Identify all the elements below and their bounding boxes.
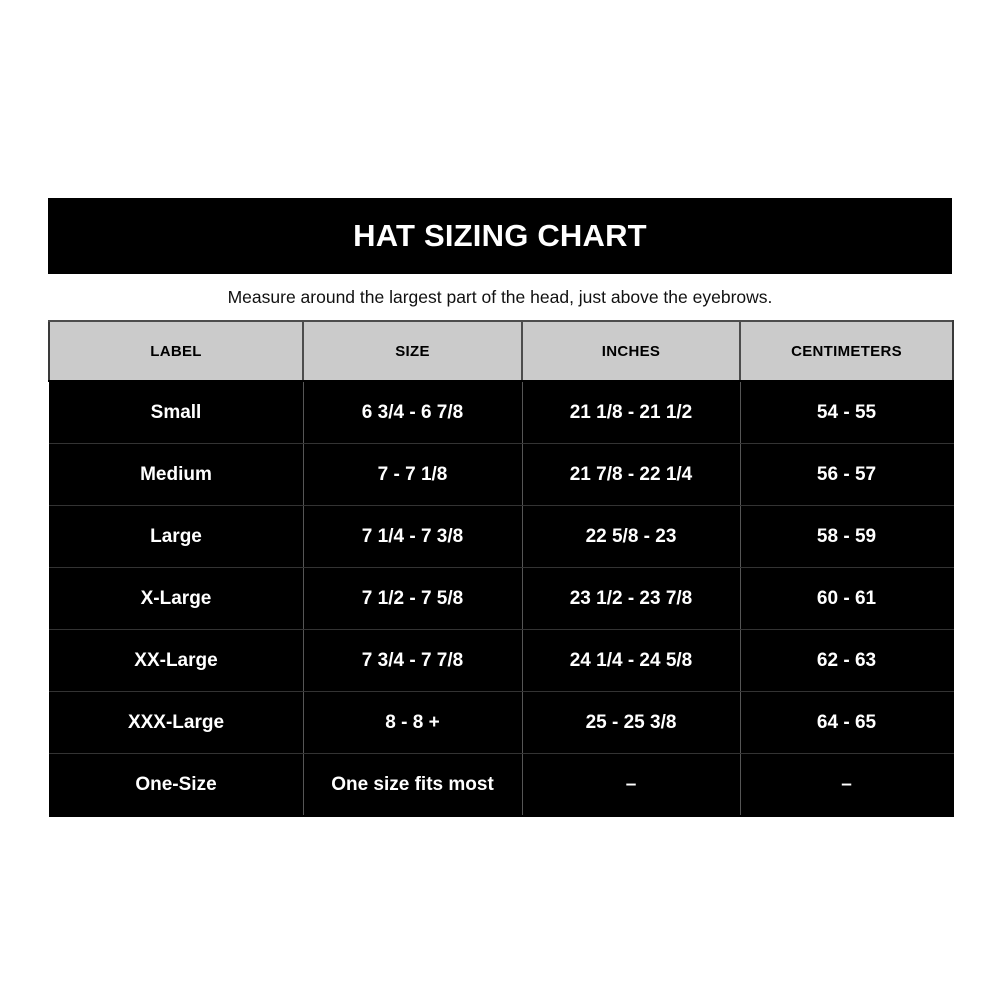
table-row: One-Size One size fits most – – — [48, 753, 954, 817]
table-header: LABEL SIZE INCHES CENTIMETERS — [48, 320, 954, 382]
cell-size: 7 1/4 - 7 3/8 — [302, 505, 523, 568]
cell-centimeters: 56 - 57 — [739, 443, 954, 506]
cell-label: One-Size — [48, 753, 304, 817]
cell-inches: 21 7/8 - 22 1/4 — [521, 443, 741, 506]
cell-size: One size fits most — [302, 753, 523, 817]
cell-centimeters: 54 - 55 — [739, 380, 954, 444]
table-row: X-Large 7 1/2 - 7 5/8 23 1/2 - 23 7/8 60… — [48, 567, 954, 630]
cell-inches: 23 1/2 - 23 7/8 — [521, 567, 741, 630]
title-banner: HAT SIZING CHART — [48, 198, 952, 274]
cell-size: 7 3/4 - 7 7/8 — [302, 629, 523, 692]
table-row: XXX-Large 8 - 8 + 25 - 25 3/8 64 - 65 — [48, 691, 954, 754]
cell-centimeters: 64 - 65 — [739, 691, 954, 754]
cell-centimeters: 58 - 59 — [739, 505, 954, 568]
cell-centimeters: 60 - 61 — [739, 567, 954, 630]
header-row: LABEL SIZE INCHES CENTIMETERS — [48, 320, 954, 382]
cell-inches: 21 1/8 - 21 1/2 — [521, 380, 741, 444]
cell-label: Large — [48, 505, 304, 568]
cell-inches: – — [521, 753, 741, 817]
cell-label: Small — [48, 380, 304, 444]
cell-inches: 25 - 25 3/8 — [521, 691, 741, 754]
cell-label: Medium — [48, 443, 304, 506]
table-row: Small 6 3/4 - 6 7/8 21 1/8 - 21 1/2 54 -… — [48, 380, 954, 444]
page-title: HAT SIZING CHART — [353, 218, 647, 253]
column-header-inches: INCHES — [521, 320, 741, 382]
cell-inches: 24 1/4 - 24 5/8 — [521, 629, 741, 692]
column-header-label: LABEL — [48, 320, 304, 382]
cell-label: XX-Large — [48, 629, 304, 692]
cell-size: 8 - 8 + — [302, 691, 523, 754]
column-header-size: SIZE — [302, 320, 523, 382]
sizing-chart-content: HAT SIZING CHART Measure around the larg… — [48, 198, 954, 817]
column-header-centimeters: CENTIMETERS — [739, 320, 954, 382]
cell-size: 7 1/2 - 7 5/8 — [302, 567, 523, 630]
table-row: XX-Large 7 3/4 - 7 7/8 24 1/4 - 24 5/8 6… — [48, 629, 954, 692]
hat-sizing-table: LABEL SIZE INCHES CENTIMETERS Small 6 3/… — [48, 320, 954, 817]
table-body: Small 6 3/4 - 6 7/8 21 1/8 - 21 1/2 54 -… — [48, 380, 954, 817]
table-row: Large 7 1/4 - 7 3/8 22 5/8 - 23 58 - 59 — [48, 505, 954, 568]
cell-inches: 22 5/8 - 23 — [521, 505, 741, 568]
cell-size: 6 3/4 - 6 7/8 — [302, 380, 523, 444]
cell-label: X-Large — [48, 567, 304, 630]
cell-centimeters: – — [739, 753, 954, 817]
cell-size: 7 - 7 1/8 — [302, 443, 523, 506]
table-row: Medium 7 - 7 1/8 21 7/8 - 22 1/4 56 - 57 — [48, 443, 954, 506]
cell-label: XXX-Large — [48, 691, 304, 754]
measurement-instructions: Measure around the largest part of the h… — [227, 287, 773, 307]
cell-centimeters: 62 - 63 — [739, 629, 954, 692]
